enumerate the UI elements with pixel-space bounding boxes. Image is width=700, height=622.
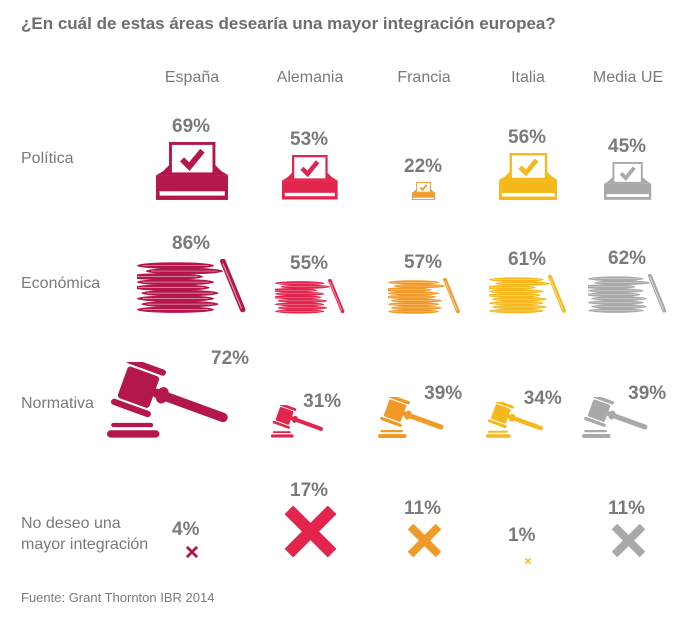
value-label: 61%: [508, 248, 547, 270]
cross-icon: [611, 523, 645, 558]
coins-graphic: [380, 277, 460, 314]
row-label-0: Política: [21, 150, 74, 167]
value-label: 11%: [404, 498, 441, 519]
coins-icon: [580, 273, 667, 314]
gavel-graphic: [270, 403, 323, 438]
value-label: 45%: [608, 136, 647, 158]
cross-icon: [185, 545, 199, 559]
cross-graphic: [611, 523, 645, 558]
column-header-2: Francia: [397, 69, 451, 86]
value-label: 39%: [424, 383, 463, 405]
cross-icon: [284, 505, 336, 558]
coins-graphic: [481, 274, 566, 314]
value-label: 17%: [290, 480, 329, 501]
row-label-1: Económica: [21, 275, 101, 292]
cross-graphic: [185, 545, 199, 559]
row-label-3: No deseo una mayor integración: [21, 515, 149, 553]
cross-icon: [524, 551, 532, 565]
column-header-1: Alemania: [276, 69, 344, 86]
coins-icon: [125, 258, 247, 314]
gavel-icon: [581, 394, 650, 438]
ballot-box-graphic: [282, 155, 338, 200]
ballot-box-graphic: [155, 142, 229, 200]
gavel-graphic: [377, 394, 444, 438]
value-label: 31%: [303, 391, 342, 413]
cross-graphic: [407, 523, 441, 558]
column-header-0: España: [164, 69, 220, 86]
value-label: 69%: [172, 116, 211, 138]
gavel-icon: [486, 400, 546, 438]
column-header-4: Media UE: [592, 69, 664, 86]
coins-graphic: [580, 273, 667, 314]
ballot-box-graphic: [412, 181, 436, 200]
value-label: 86%: [172, 232, 211, 254]
value-label: 1%: [508, 525, 536, 546]
value-label: 55%: [290, 252, 329, 274]
gavel-graphic: [486, 400, 544, 438]
value-label: 4%: [172, 519, 200, 540]
value-label: 72%: [211, 348, 250, 370]
ballot-box-icon: [412, 181, 436, 200]
value-label: 57%: [404, 251, 443, 273]
ballot-box-icon: [604, 162, 652, 200]
ballot-box-icon: [155, 142, 229, 200]
source-note: Fuente: Grant Thornton IBR 2014: [21, 590, 215, 605]
gavel-graphic: [581, 394, 648, 438]
gavel-icon: [107, 357, 233, 438]
column-header-3: Italia: [511, 69, 545, 86]
ballot-box-graphic: [498, 152, 558, 200]
value-label: 62%: [608, 248, 647, 270]
coins-icon: [380, 277, 461, 314]
cross-graphic: [284, 505, 336, 558]
gavel-icon: [270, 403, 325, 438]
coins-graphic: [267, 278, 345, 314]
coins-icon: [481, 274, 567, 314]
chart-title: ¿En cuál de estas áreas desearía una may…: [21, 14, 556, 33]
value-label: 53%: [290, 129, 329, 151]
value-label: 34%: [523, 388, 562, 410]
gavel-graphic: [107, 357, 228, 438]
value-label: 39%: [628, 383, 667, 405]
row-label-2: Normativa: [21, 395, 94, 412]
ballot-box-graphic: [604, 162, 652, 200]
ballot-box-icon: [282, 155, 338, 200]
gavel-icon: [377, 394, 446, 438]
coins-icon: [267, 278, 345, 314]
coins-graphic: [125, 258, 246, 313]
value-label: 11%: [608, 498, 645, 519]
ballot-box-icon: [498, 152, 558, 200]
value-label: 56%: [508, 126, 547, 148]
cross-graphic: [524, 557, 532, 565]
value-label: 22%: [404, 155, 443, 177]
cross-icon: [407, 523, 441, 558]
